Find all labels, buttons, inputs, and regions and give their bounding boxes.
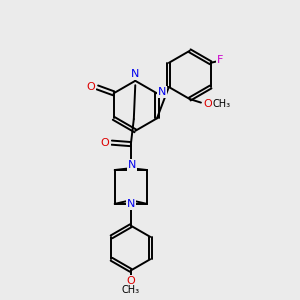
Text: O: O <box>126 276 135 286</box>
Text: O: O <box>203 99 212 110</box>
Text: O: O <box>87 82 95 92</box>
Text: N: N <box>127 199 135 209</box>
Text: N: N <box>158 87 166 97</box>
Text: N: N <box>128 160 136 170</box>
Text: CH₃: CH₃ <box>121 285 139 295</box>
Text: F: F <box>217 56 223 65</box>
Text: O: O <box>101 138 110 148</box>
Text: N: N <box>130 69 139 79</box>
Text: CH₃: CH₃ <box>212 99 231 110</box>
